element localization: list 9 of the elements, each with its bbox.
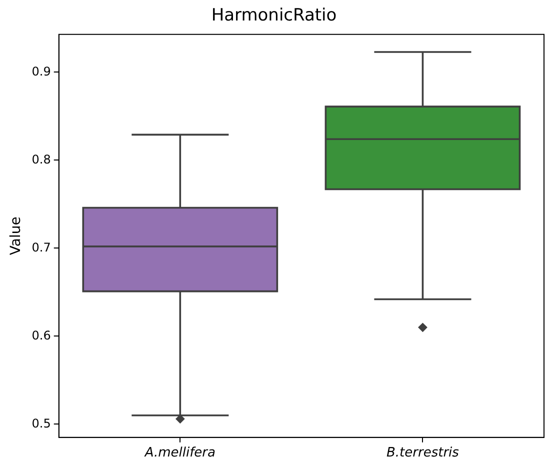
- y-tick-label: 0.8: [32, 152, 51, 166]
- y-tick-label: 0.6: [32, 328, 51, 342]
- x-tick-label: B.terrestris: [386, 446, 460, 461]
- x-tick-label: A.mellifera: [144, 446, 216, 461]
- chart-title: HarmonicRatio: [211, 6, 337, 26]
- y-axis-title: Value: [8, 216, 24, 256]
- y-tick-label: 0.7: [32, 240, 51, 254]
- y-tick-label: 0.5: [32, 416, 51, 430]
- y-tick-label: 0.9: [32, 64, 51, 78]
